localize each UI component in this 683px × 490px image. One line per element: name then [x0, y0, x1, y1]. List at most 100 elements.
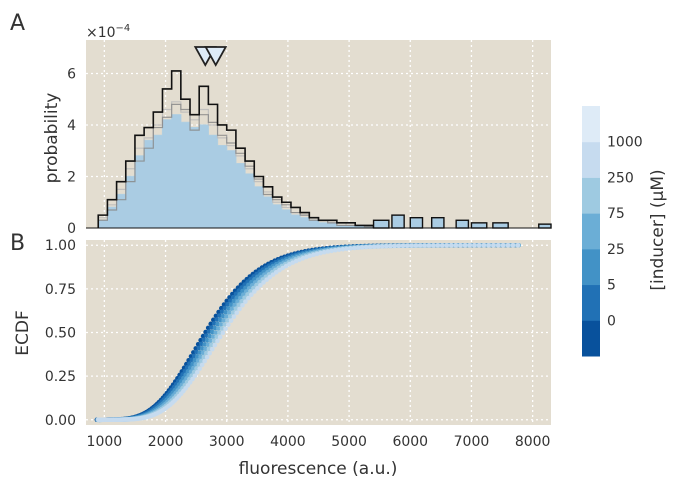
histogram-outline-0 — [97, 70, 375, 228]
ecdf-point — [226, 306, 231, 311]
ecdf-point — [222, 322, 228, 327]
ecdf-point — [207, 333, 213, 339]
ecdf-point — [204, 354, 210, 360]
ecdf-point — [190, 376, 195, 382]
ecdf-point — [314, 251, 320, 257]
ecdf-point — [206, 346, 212, 352]
ecdf-point — [396, 243, 402, 249]
colorbar-block-3 — [582, 213, 600, 250]
colorbar-block-0 — [582, 320, 600, 357]
ecdf-point — [318, 250, 324, 256]
ecdf-point — [311, 252, 316, 258]
colorbar-ticks: 0 5 25 75 250 1000 — [607, 135, 643, 330]
ecdf-point — [359, 245, 365, 250]
ecdf-point — [227, 314, 233, 319]
ecdf-point — [217, 330, 222, 335]
ecdf-point — [225, 318, 230, 323]
ecdf-point — [300, 255, 306, 261]
ecdf-point — [333, 247, 338, 253]
ecdf-point — [204, 337, 210, 343]
ecdf-point — [505, 242, 511, 248]
ecdf-x-tick-label: 2000 — [148, 434, 184, 450]
ecdf-point — [388, 243, 393, 249]
ecdf-point — [213, 313, 219, 319]
ecdf-point — [277, 267, 282, 273]
ecdf-point — [194, 369, 200, 375]
ecdf-point — [231, 298, 237, 304]
colorbar-blocks — [582, 106, 600, 357]
ecdf-point — [216, 309, 221, 315]
ecdf-point — [204, 350, 209, 356]
colorbar-block-6 — [582, 106, 600, 143]
histogram-tail-bar-1 — [391, 214, 405, 229]
ecdf-point — [491, 242, 496, 248]
ecdf-point — [219, 305, 224, 311]
ecdf-panel: 0.00 0.25 0.50 0.75 1.00 1000 2000 3000 4000 500… — [13, 238, 551, 479]
ecdf-point — [225, 301, 230, 307]
ecdf-point — [237, 291, 242, 297]
ecdf-point — [223, 326, 228, 332]
ecdf-point — [329, 248, 334, 254]
ecdf-point — [352, 245, 357, 251]
ecdf-point — [404, 243, 410, 249]
ecdf-point — [220, 313, 226, 319]
ecdf-point — [233, 306, 239, 311]
ecdf-point — [198, 354, 203, 360]
ecdf-point — [228, 302, 234, 307]
ecdf-point — [217, 317, 223, 323]
ecdf-point — [231, 314, 237, 319]
ecdf-point — [246, 295, 251, 301]
ecdf-point — [228, 318, 234, 323]
ecdf-x-ticks: 1000 2000 3000 4000 5000 6000 7000 8000 — [87, 434, 551, 450]
colorbar-block-4 — [582, 177, 600, 214]
ecdf-point — [210, 334, 216, 339]
ecdf-series-1000 — [96, 242, 521, 423]
ecdf-point — [325, 249, 331, 254]
ecdf-point — [261, 280, 266, 285]
ecdf-point — [304, 254, 309, 260]
histogram-tail-bar-7 — [538, 223, 552, 229]
ecdf-point — [462, 243, 468, 248]
ecdf-point — [472, 242, 477, 248]
ecdf-point — [367, 244, 373, 250]
ecdf-x-tick-label: 6000 — [392, 434, 428, 450]
mean-marker-1000 — [204, 46, 228, 67]
histogram-fill-1000 — [98, 114, 374, 228]
ecdf-point — [197, 366, 203, 371]
ecdf-point — [215, 321, 220, 327]
ecdf-x-tick-label: 3000 — [209, 434, 245, 450]
ecdf-point — [229, 306, 235, 312]
ecdf-point — [258, 283, 263, 288]
panel-label-a: A — [10, 11, 25, 36]
ecdf-point — [239, 285, 245, 290]
ecdf-x-tick-label: 8000 — [515, 434, 551, 450]
ecdf-point — [322, 249, 327, 255]
ecdf-point — [240, 288, 245, 294]
ecdf-point — [228, 298, 233, 303]
ecdf-point — [232, 302, 238, 308]
histogram-y-tick-label: 6 — [67, 66, 76, 82]
ecdf-point — [218, 322, 224, 327]
ecdf-point — [496, 242, 501, 248]
ecdf-point — [467, 242, 473, 248]
ecdf-point — [230, 294, 236, 300]
ecdf-point — [234, 295, 240, 300]
histogram-y-label: probability — [42, 93, 62, 184]
ecdf-point — [392, 243, 397, 249]
colorbar-tick-label: 0 — [607, 313, 616, 329]
colorbar: 0 5 25 75 250 1000 [inducer] (μM) — [582, 106, 668, 357]
ecdf-point — [486, 242, 491, 248]
ecdf-point — [214, 317, 220, 322]
ecdf-x-tick-label: 4000 — [270, 434, 306, 450]
ecdf-point — [481, 242, 487, 248]
ecdf-point — [363, 244, 369, 250]
ecdf-point — [409, 243, 414, 248]
ecdf-point — [236, 288, 242, 293]
panel-label-b: B — [10, 231, 25, 256]
ecdf-x-tick-label: 7000 — [454, 434, 490, 450]
ecdf-y-tick-label: 0.00 — [45, 413, 76, 429]
ecdf-point — [225, 322, 231, 327]
ecdf-point — [426, 243, 432, 248]
ecdf-point — [209, 346, 215, 352]
ecdf-point — [187, 380, 193, 385]
